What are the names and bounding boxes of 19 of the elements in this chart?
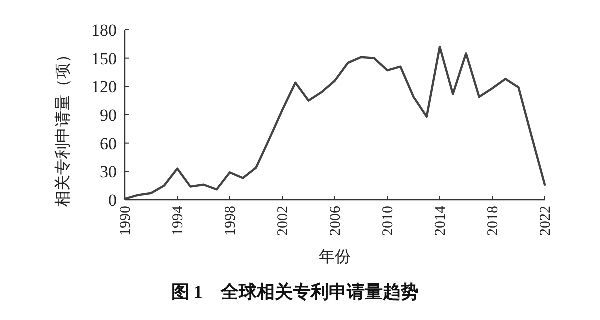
y-tick-label: 150 (92, 49, 117, 68)
x-axis-title: 年份 (319, 249, 351, 266)
y-tick-label: 120 (92, 78, 117, 97)
y-axis-title: 相关专利申请量（项） (54, 47, 72, 207)
x-tick-label: 2002 (276, 206, 292, 236)
y-tick-label: 60 (100, 134, 117, 154)
x-tick-label: 1990 (118, 206, 134, 236)
x-tick-label: 1994 (170, 206, 186, 236)
x-tick-label: 2006 (328, 206, 344, 236)
y-tick-label: 30 (100, 162, 117, 182)
y-tick-label: 0 (108, 191, 117, 210)
x-tick-label: 2018 (486, 206, 502, 236)
x-tick-label: 2022 (538, 206, 554, 236)
x-tick-label: 2014 (433, 206, 449, 236)
y-tick-label: 90 (100, 106, 117, 125)
y-tick-label: 180 (92, 21, 117, 40)
text: 图 1 全球相关专利申请量趋势 (171, 282, 419, 302)
x-tick-label: 1998 (223, 206, 239, 236)
x-tick-label: 2010 (380, 206, 396, 236)
